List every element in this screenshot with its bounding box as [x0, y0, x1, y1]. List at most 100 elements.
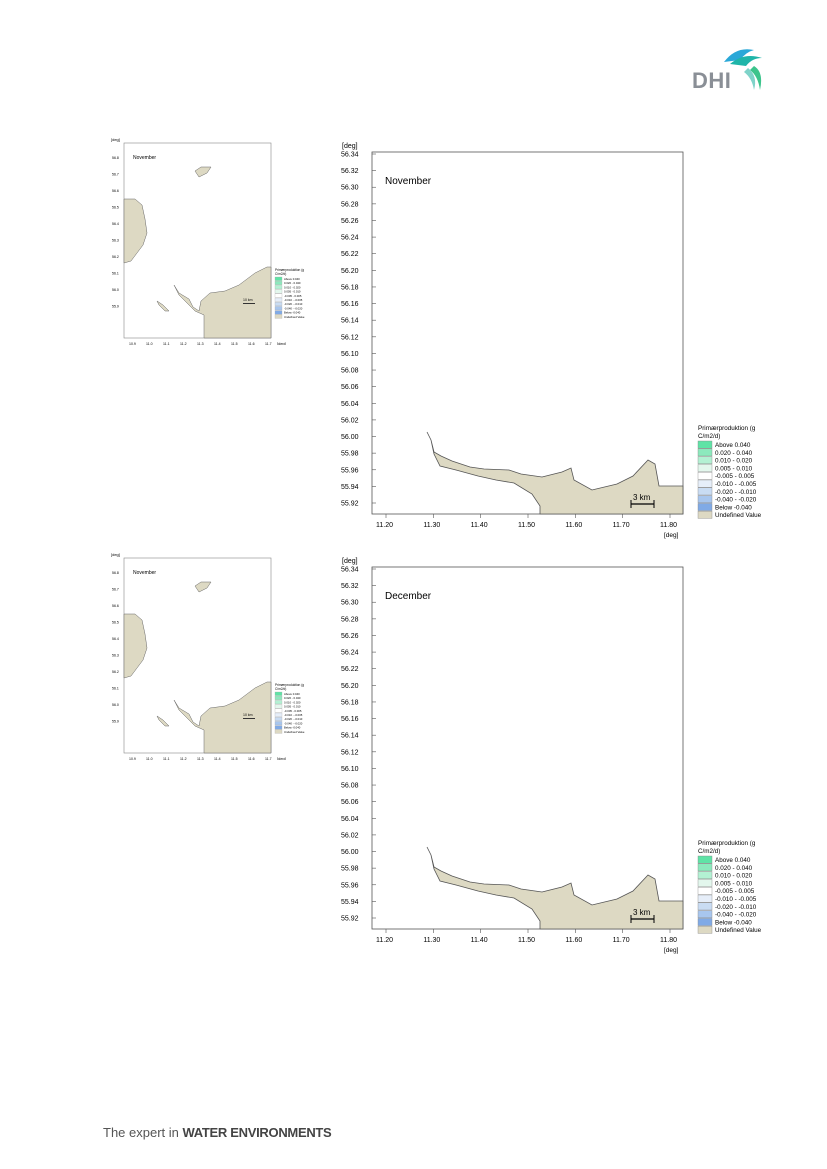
legend-label: -0.010 - -0.005: [715, 481, 757, 488]
overview-y-unit: [deg]: [111, 552, 120, 557]
overview-x-tick: 11.7: [265, 342, 272, 345]
legend-label: -0.010 - -0.005: [715, 896, 757, 903]
y-unit-label: [deg]: [342, 143, 358, 150]
y-tick-label: 55.98: [341, 451, 359, 458]
legend: Primærproduktion (gC/m2/d) Above 0.040 0.…: [697, 425, 762, 519]
overview-legend-label: -0.020 - -0.010: [284, 717, 303, 721]
overview-legend-swatch: [274, 276, 283, 281]
y-tick-label: 56.18: [341, 284, 359, 291]
y-axis: 56.34 56.32 56.30 56.28 56.26 56.24 56.22 56.20…: [341, 567, 376, 923]
overview-y-tick: 56.2: [112, 255, 119, 259]
overview-y-tick: 56.3: [112, 654, 119, 658]
legend-label: Undefined Value: [715, 927, 762, 934]
y-tick-label: 56.24: [341, 650, 359, 657]
y-tick-label: 56.14: [341, 733, 359, 740]
overview-x-tick: 11.5: [231, 342, 238, 345]
legend-label: 0.020 - 0.040: [715, 450, 753, 457]
legend-swatch: [697, 855, 713, 864]
legend-swatch: [697, 495, 713, 504]
y-tick-label: 56.04: [341, 816, 359, 823]
map-panel-december: [deg] December 3 km 56.34 56.32 56.30 56.28…: [341, 558, 762, 954]
y-tick-label: 55.92: [341, 916, 359, 923]
y-tick-label: 56.28: [341, 616, 359, 623]
overview-x-tick: 11.2: [180, 342, 187, 345]
overview-frame: November 10 km: [123, 142, 272, 339]
overview-x-axis: 10.9 11.0 11.1 11.2 11.3 11.4 11.5 11.6 11.7: [129, 757, 272, 760]
legend-label: -0.020 - -0.010: [715, 904, 757, 911]
overview-y-tick: 55.9: [112, 305, 119, 309]
map-frame: [371, 566, 684, 930]
legend-label: 0.020 - 0.040: [715, 865, 753, 872]
scale-bar: 3 km: [630, 908, 655, 923]
overview-map-1: November 10 km 56.856.756.656.556.456.35…: [111, 137, 305, 345]
legend-label: -0.005 - 0.005: [715, 888, 755, 895]
legend-swatch: [697, 472, 713, 480]
legend-title: Primærproduktion (g: [698, 425, 756, 432]
overview-y-tick: 56.6: [112, 604, 119, 608]
y-tick-label: 56.10: [341, 351, 359, 358]
y-tick-label: 56.00: [341, 849, 359, 856]
legend-label: -0.040 - -0.020: [715, 497, 757, 504]
map-title: December: [385, 591, 432, 602]
overview-y-tick: 56.1: [112, 272, 119, 276]
x-axis: 11.20 11.30 11.40 11.50 11.60 11.70 11.80: [376, 929, 677, 944]
overview-x-tick: 11.3: [197, 757, 204, 760]
overview-legend-swatch: [274, 310, 283, 315]
y-tick-label: 56.02: [341, 832, 359, 839]
y-tick-label: 55.96: [341, 882, 359, 889]
y-tick-label: 56.34: [341, 567, 359, 574]
legend-swatch: [697, 464, 713, 472]
overview-y-tick: 56.3: [112, 239, 119, 243]
legend-swatch: [697, 456, 713, 465]
legend-label: 0.005 - 0.010: [715, 465, 753, 472]
overview-x-tick: 11.0: [146, 342, 153, 345]
legend-label: 0.005 - 0.010: [715, 880, 753, 887]
legend-label: Below -0.040: [715, 919, 752, 926]
y-tick-label: 56.28: [341, 201, 359, 208]
overview-legend-swatch: [274, 717, 283, 721]
overview-legend-label: -0.020 - -0.010: [284, 302, 303, 306]
y-tick-label: 56.26: [341, 218, 359, 225]
overview-legend-title-unit: C/m2/d): [275, 687, 286, 691]
overview-legend-label: Undefined Value: [284, 315, 305, 319]
y-tick-label: 56.08: [341, 783, 359, 790]
overview-legend-swatch: [274, 696, 283, 700]
overview-x-tick: 10.9: [129, 757, 136, 760]
x-tick-label: 11.30: [423, 937, 440, 944]
overview-map-2: November 10 km 56.856.756.656.556.456.35…: [111, 552, 305, 760]
overview-x-unit: [deg]: [277, 756, 286, 760]
x-unit-label: [deg]: [664, 947, 679, 954]
overview-legend-title: Primærproduktion (g: [275, 268, 304, 272]
overview-y-tick: 56.0: [112, 288, 119, 292]
overview-x-axis: 10.9 11.0 11.1 11.2 11.3 11.4 11.5 11.6 11.7: [129, 342, 272, 345]
x-tick-label: 11.50: [518, 522, 535, 529]
legend-swatch: [697, 879, 713, 887]
x-tick-label: 11.80: [660, 522, 677, 529]
overview-legend-label: 0.020 - 0.040: [284, 696, 301, 700]
legend-label: Below -0.040: [715, 504, 752, 511]
y-tick-label: 56.34: [341, 152, 359, 159]
overview-y-tick: 56.5: [112, 621, 119, 625]
overview-legend-label: 0.005 - 0.010: [284, 290, 301, 294]
overview-legend-swatch: [274, 306, 283, 311]
overview-y-tick: 56.8: [112, 571, 119, 575]
overview-legend-swatch: [274, 700, 283, 705]
legend-title: Primærproduktion (g: [698, 840, 756, 847]
y-tick-label: 56.30: [341, 185, 359, 192]
overview-legend-label: 0.010 - 0.020: [284, 285, 301, 289]
overview-legend-label: -0.040 - -0.020: [284, 306, 303, 310]
y-tick-label: 56.18: [341, 699, 359, 706]
legend: Primærproduktion (gC/m2/d) Above 0.040 0.…: [697, 840, 762, 934]
overview-legend-label: Below -0.040: [284, 311, 301, 315]
coastline-land: [426, 431, 684, 515]
x-tick-label: 11.60: [565, 937, 582, 944]
overview-x-unit: [deg]: [277, 341, 286, 345]
overview-legend-swatch: [274, 285, 283, 290]
overview-x-tick: 11.5: [231, 757, 238, 760]
y-tick-label: 56.24: [341, 235, 359, 242]
x-tick-label: 11.70: [613, 522, 630, 529]
tagline-emphasis: WATER ENVIRONMENTS: [182, 1125, 332, 1140]
legend-swatch: [697, 503, 713, 511]
overview-legend-label: -0.040 - -0.020: [284, 721, 303, 725]
y-tick-label: 56.20: [341, 268, 359, 275]
